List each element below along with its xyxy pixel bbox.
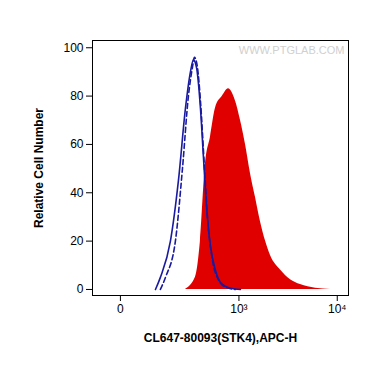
svg-text:0: 0 [117,302,124,316]
svg-text:0: 0 [77,282,84,296]
svg-text:80: 80 [70,89,84,103]
svg-text:WWW.PTGLAB.COM: WWW.PTGLAB.COM [239,44,345,56]
svg-text:10³: 10³ [230,302,247,316]
svg-text:40: 40 [70,186,84,200]
svg-text:20: 20 [70,234,84,248]
svg-text:100: 100 [63,41,83,55]
svg-text:CL647-80093(STK4),APC-H: CL647-80093(STK4),APC-H [144,331,297,345]
svg-text:60: 60 [70,137,84,151]
svg-text:Relative Cell Number: Relative Cell Number [32,108,46,228]
svg-text:10⁴: 10⁴ [328,302,347,316]
